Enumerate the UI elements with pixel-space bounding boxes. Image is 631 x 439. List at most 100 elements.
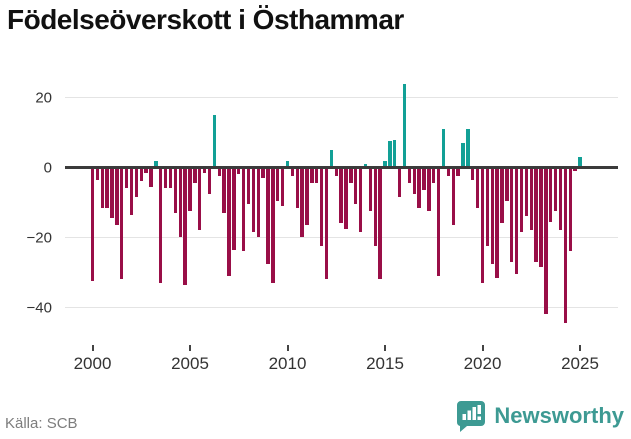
bar-quarter-21 xyxy=(193,169,197,183)
bar-quarter-62 xyxy=(393,139,397,168)
bar-quarter-32 xyxy=(246,169,251,204)
bar-quarter-64 xyxy=(402,83,407,168)
x-axis-tick xyxy=(384,345,386,351)
bar-quarter-29 xyxy=(232,169,236,250)
bar-quarter-65 xyxy=(407,169,412,183)
bar-quarter-68 xyxy=(422,169,426,190)
bar-quarter-72 xyxy=(441,129,446,168)
y-axis-label: −20 xyxy=(26,229,52,246)
x-axis-tick xyxy=(189,345,191,351)
bar-quarter-73 xyxy=(446,169,451,176)
bar-quarter-25 xyxy=(212,115,217,168)
bar-quarter-77 xyxy=(466,129,470,168)
bar-quarter-95 xyxy=(553,169,558,211)
bar-quarter-94 xyxy=(549,169,553,222)
bar-quarter-30 xyxy=(237,169,241,175)
bar-quarter-52 xyxy=(344,169,348,229)
bar-quarter-63 xyxy=(397,169,402,197)
bar-quarter-80 xyxy=(480,169,485,283)
bar-quarter-58 xyxy=(373,169,377,246)
bar-quarter-2 xyxy=(100,169,104,208)
bar-quarter-22 xyxy=(198,169,202,231)
bar-quarter-14 xyxy=(159,169,163,283)
bar-quarter-0 xyxy=(90,169,95,281)
bar-quarter-81 xyxy=(485,169,490,246)
bar-quarter-16 xyxy=(168,169,173,189)
bar-quarter-57 xyxy=(368,169,373,211)
bar-quarter-79 xyxy=(475,169,480,208)
bar-quarter-26 xyxy=(217,169,221,176)
bar-quarter-69 xyxy=(427,169,431,211)
brand-wordmark: Newsworthy xyxy=(494,403,624,428)
newsworthy-logo-icon xyxy=(456,400,486,432)
x-axis-label: 2005 xyxy=(171,354,209,373)
x-axis-label: 2015 xyxy=(366,354,404,373)
bar-quarter-4 xyxy=(110,169,114,218)
source-caption: Källa: SCB xyxy=(5,415,78,432)
bar-quarter-8 xyxy=(129,169,134,215)
x-axis-tick xyxy=(286,345,289,351)
bar-quarter-46 xyxy=(315,169,319,183)
bar-quarter-18 xyxy=(178,169,182,238)
bar-quarter-36 xyxy=(266,169,270,264)
bar-quarter-40 xyxy=(285,160,290,168)
bar-quarter-82 xyxy=(490,169,494,264)
bar-quarter-5 xyxy=(115,169,119,225)
bar-quarter-56 xyxy=(363,164,368,168)
bar-quarter-41 xyxy=(290,169,295,176)
gridline xyxy=(65,307,618,308)
bar-quarter-19 xyxy=(183,169,187,285)
x-axis-label: 2020 xyxy=(463,354,502,373)
bar-quarter-89 xyxy=(524,169,529,217)
bar-quarter-11 xyxy=(144,169,148,173)
bar-quarter-34 xyxy=(256,169,260,238)
chart-title: Födelseöverskott i Östhammar xyxy=(7,4,404,35)
bar-quarter-37 xyxy=(271,169,275,283)
y-axis-label: 20 xyxy=(35,89,52,106)
bar-quarter-98 xyxy=(568,169,572,252)
bar-quarter-3 xyxy=(105,169,109,208)
bar-quarter-76 xyxy=(461,143,465,168)
bar-quarter-61 xyxy=(388,141,392,168)
bar-quarter-100 xyxy=(578,157,582,168)
bar-quarter-43 xyxy=(300,169,304,238)
bar-quarter-35 xyxy=(261,169,265,178)
bar-quarter-66 xyxy=(412,169,416,194)
bar-quarter-20 xyxy=(188,169,192,211)
bar-quarter-48 xyxy=(324,169,329,280)
bar-quarter-13 xyxy=(154,160,158,168)
y-axis-label: 0 xyxy=(43,159,52,176)
bar-quarter-47 xyxy=(319,169,324,246)
bar-quarter-90 xyxy=(529,169,533,231)
bar-quarter-10 xyxy=(139,169,143,182)
x-axis-label: 2010 xyxy=(268,354,307,373)
bar-quarter-44 xyxy=(305,169,309,225)
x-axis-tick xyxy=(481,345,484,351)
bar-quarter-78 xyxy=(471,169,475,180)
bar-quarter-54 xyxy=(354,169,358,204)
bar-quarter-49 xyxy=(329,150,334,168)
bar-quarter-33 xyxy=(251,169,256,232)
bar-quarter-24 xyxy=(207,169,212,194)
bar-quarter-70 xyxy=(432,169,436,183)
bar-quarter-75 xyxy=(456,169,460,176)
bar-quarter-12 xyxy=(149,169,153,187)
bar-quarter-31 xyxy=(241,169,246,252)
bar-quarter-67 xyxy=(417,169,421,208)
bar-quarter-87 xyxy=(514,169,519,274)
x-axis-tick xyxy=(579,345,581,351)
bar-quarter-99 xyxy=(573,169,577,171)
bar-quarter-50 xyxy=(334,169,338,176)
bar-quarter-55 xyxy=(358,169,363,232)
bar-quarter-28 xyxy=(227,169,231,276)
brand-lockup: Newsworthy xyxy=(456,400,624,432)
bar-quarter-1 xyxy=(95,169,100,180)
bar-quarter-23 xyxy=(202,169,207,173)
bar-quarter-88 xyxy=(519,169,524,232)
bar-quarter-97 xyxy=(563,169,568,323)
bar-quarter-42 xyxy=(295,169,299,208)
x-axis-label: 2025 xyxy=(561,354,599,373)
bar-quarter-45 xyxy=(310,169,314,183)
bar-quarter-9 xyxy=(134,169,139,197)
